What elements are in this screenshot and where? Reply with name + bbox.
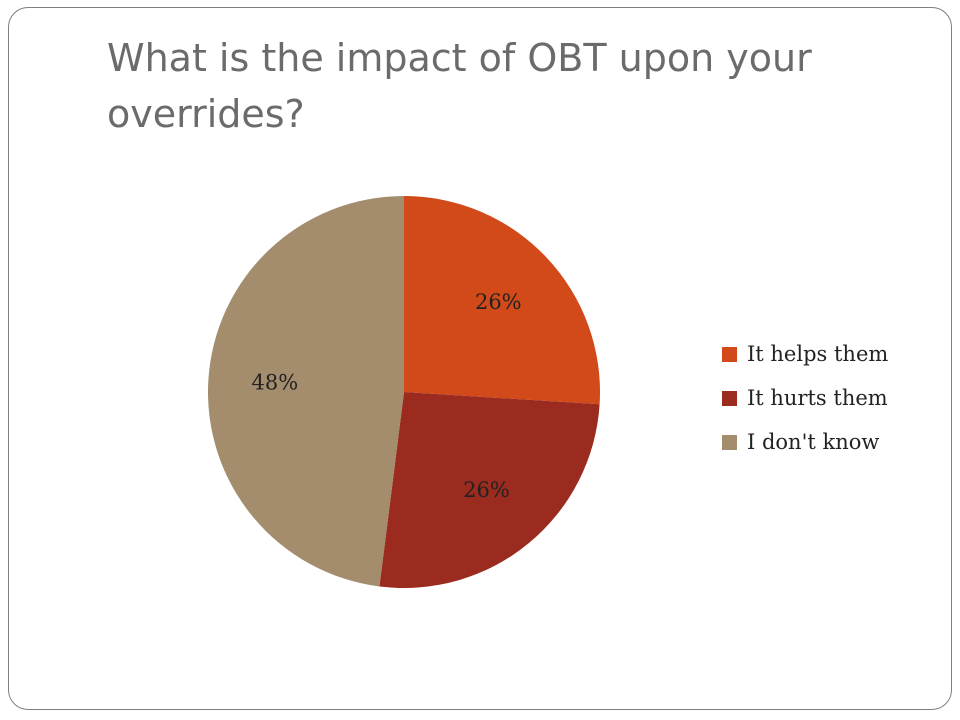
legend-swatch (722, 434, 737, 450)
pie-slice (404, 196, 600, 405)
legend-swatch (722, 390, 737, 406)
slice-label: 48% (252, 370, 299, 394)
legend-swatch (722, 346, 737, 362)
slice-label: 26% (475, 290, 522, 314)
slide-title: What is the impact of OBT upon your over… (107, 36, 812, 136)
chart-legend: It helps them It hurts them I don't know (722, 332, 888, 464)
legend-item: I don't know (722, 420, 888, 464)
legend-label: It helps them (747, 342, 889, 366)
legend-label: It hurts them (747, 386, 888, 410)
pie-slice (208, 196, 404, 587)
slice-label: 26% (463, 478, 510, 502)
pie-slice (379, 392, 600, 588)
legend-item: It hurts them (722, 376, 888, 420)
legend-label: I don't know (747, 430, 880, 454)
legend-item: It helps them (722, 332, 888, 376)
